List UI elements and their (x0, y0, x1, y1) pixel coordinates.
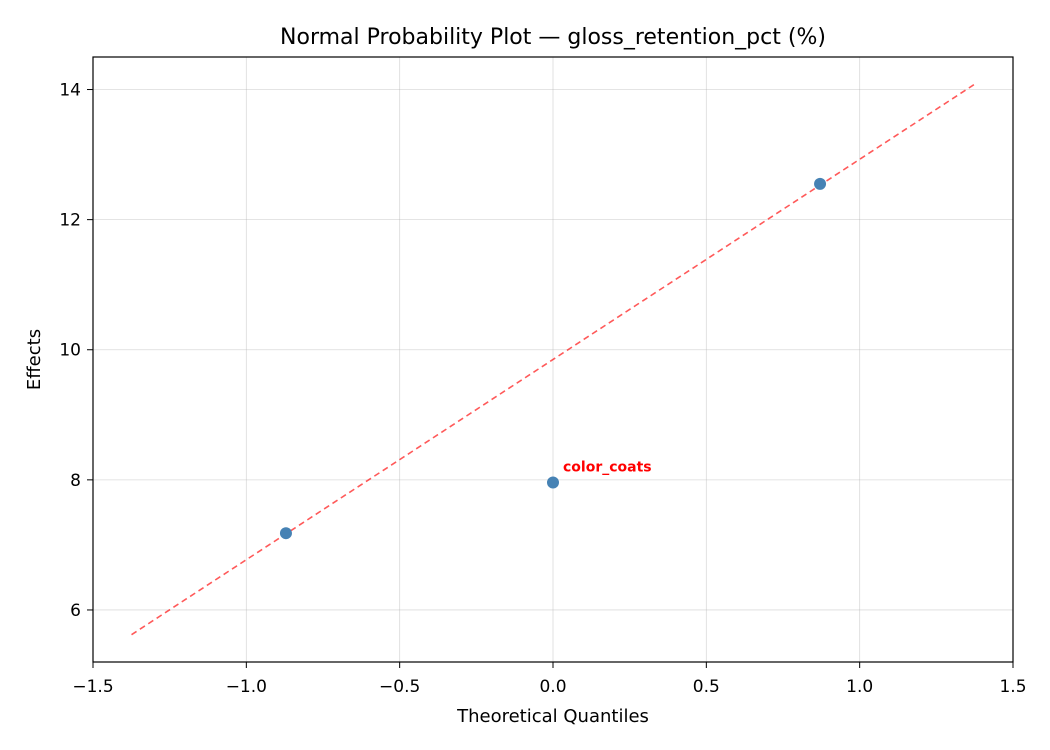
y-axis-ticks: 6 8 10 12 14 (59, 81, 93, 621)
x-axis-label: Theoretical Quantiles (456, 706, 649, 727)
x-tick-label: 0.0 (539, 677, 566, 697)
data-point (547, 476, 559, 489)
x-tick-label: −1.0 (226, 677, 267, 697)
y-tick-label: 10 (59, 341, 81, 361)
x-axis-ticks: −1.5 −1.0 −0.5 0.0 0.5 1.0 1.5 (72, 662, 1027, 697)
y-axis-label: Effects (24, 329, 45, 390)
annotations: color_coats (563, 459, 652, 475)
data-points (279, 177, 827, 540)
point-annotation: color_coats (563, 459, 652, 475)
x-tick-label: 1.5 (999, 677, 1026, 697)
y-tick-label: 14 (59, 81, 81, 101)
data-point (279, 527, 292, 540)
y-tick-label: 8 (70, 471, 81, 491)
x-tick-label: 1.0 (846, 677, 873, 697)
chart-title: Normal Probability Plot — gloss_retentio… (280, 25, 826, 50)
x-tick-label: −1.5 (72, 677, 113, 697)
reference-line (131, 83, 975, 636)
data-point (814, 177, 827, 190)
reference-line-layer (131, 83, 975, 636)
y-tick-label: 12 (59, 211, 81, 231)
y-tick-label: 6 (70, 601, 81, 621)
x-tick-label: −0.5 (379, 677, 420, 697)
x-tick-label: 0.5 (693, 677, 720, 697)
